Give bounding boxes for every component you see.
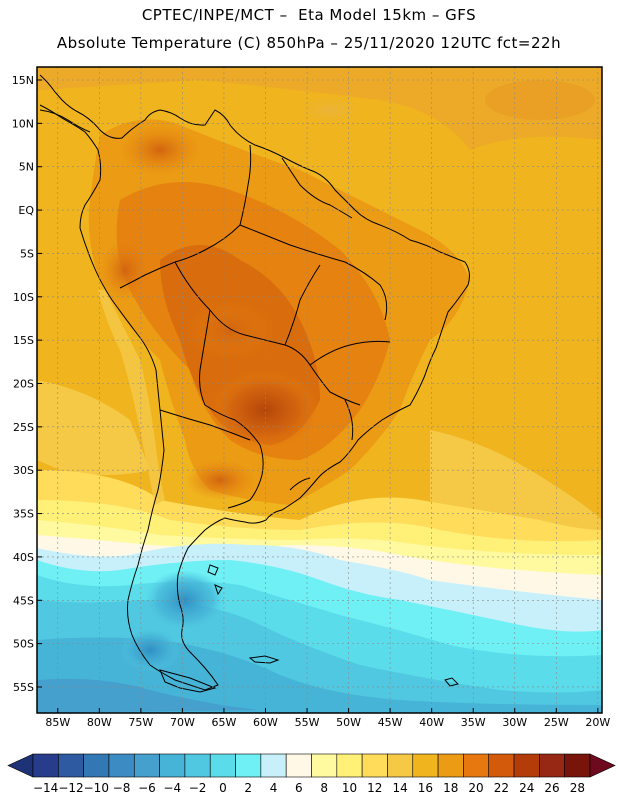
- lon-tick-label: 85W: [45, 716, 70, 729]
- colorbar-swatch: [209, 753, 236, 778]
- colorbar-label: 18: [443, 781, 458, 795]
- colorbar-label: 6: [295, 781, 303, 795]
- colorbar-swatch: [260, 753, 287, 778]
- colorbar-label: 28: [570, 781, 585, 795]
- colorbar-label: 0: [219, 781, 227, 795]
- colorbar-swatch: [184, 753, 211, 778]
- colorbar-label: 20: [468, 781, 483, 795]
- colorbar-swatch: [83, 753, 110, 778]
- colorbar-label: 26: [544, 781, 559, 795]
- colorbar-label: −4: [163, 781, 181, 795]
- lon-tick-label: 35W: [461, 716, 486, 729]
- colorbar-swatch: [437, 753, 464, 778]
- colorbar-label: 10: [342, 781, 357, 795]
- lon-tick-label: 55W: [295, 716, 320, 729]
- title-line-2: Absolute Temperature (C) 850hPa – 25/11/…: [56, 34, 562, 52]
- colorbar-label: −14: [33, 781, 58, 795]
- lat-tick-label: 40S: [13, 551, 34, 564]
- colorbar-max-arrow: [589, 753, 616, 778]
- colorbar-label: 12: [367, 781, 382, 795]
- lat-tick-label: 55S: [13, 681, 34, 694]
- colorbar-swatch: [387, 753, 414, 778]
- colorbar-swatch: [311, 753, 338, 778]
- lon-tick-label: 25W: [544, 716, 569, 729]
- lon-tick-label: 45W: [378, 716, 403, 729]
- colorbar-swatch: [361, 753, 388, 778]
- colorbar-swatch: [564, 753, 591, 778]
- temperature-colorbar: −14 −12 −10 −8 −6 −4 −2 0 2 4 6 8 10 12 14 16 18 20 22 24 26…: [7, 753, 616, 795]
- colorbar-label: 22: [494, 781, 509, 795]
- lon-tick-label: 65W: [212, 716, 237, 729]
- colorbar-swatch: [488, 753, 515, 778]
- colorbar-label: 24: [519, 781, 534, 795]
- lat-tick-label: 50S: [13, 638, 34, 651]
- lat-tick-label: EQ: [18, 204, 34, 217]
- lon-tick-label: 30W: [502, 716, 527, 729]
- colorbar-min-arrow: [7, 753, 34, 778]
- colorbar-label: −6: [138, 781, 156, 795]
- colorbar-swatch: [336, 753, 363, 778]
- colorbar-swatch: [32, 753, 59, 778]
- lat-tick-label: 25S: [13, 421, 34, 434]
- longitude-axis: 85W 80W 75W 70W 65W 60W 55W 50W 45W 40W 35W 30W 25W 2…: [45, 708, 610, 729]
- colorbar-label: −8: [113, 781, 131, 795]
- colorbar-label: −12: [58, 781, 83, 795]
- lat-tick-label: 15N: [12, 74, 34, 87]
- lon-tick-label: 60W: [253, 716, 278, 729]
- colorbar-swatch: [412, 753, 439, 778]
- map-frame: [36, 66, 603, 714]
- lat-tick-label: 5S: [20, 247, 34, 260]
- title-line-1: CPTEC/INPE/MCT – Eta Model 15km – GFS: [141, 6, 477, 24]
- colorbar-swatch: [235, 753, 262, 778]
- lat-tick-label: 10N: [12, 117, 34, 130]
- coastlines: [39, 74, 470, 693]
- lon-tick-label: 80W: [87, 716, 112, 729]
- lon-tick-label: 75W: [128, 716, 153, 729]
- colorbar-swatch: [513, 753, 540, 778]
- colorbar-label: −2: [189, 781, 207, 795]
- lat-tick-label: 20S: [13, 377, 34, 390]
- lon-tick-label: 50W: [336, 716, 361, 729]
- latitude-axis: 15N 10N 5N EQ 5S 10S 15S 20S 25S 30S 35S 40S 45S 50S 5…: [12, 74, 42, 694]
- colorbar-swatch: [108, 753, 135, 778]
- colorbar-label: 8: [320, 781, 328, 795]
- colorbar-label: 4: [270, 781, 278, 795]
- lat-tick-label: 15S: [13, 334, 34, 347]
- colorbar-swatch: [159, 753, 186, 778]
- colorbar-label: −10: [84, 781, 109, 795]
- lon-tick-label: 20W: [585, 716, 610, 729]
- lat-tick-label: 5N: [19, 161, 34, 174]
- colorbar-label: 14: [392, 781, 407, 795]
- colorbar-swatch: [58, 753, 84, 778]
- colorbar-swatch: [285, 753, 312, 778]
- colorbar-label: 16: [418, 781, 433, 795]
- colorbar-label: 2: [244, 781, 252, 795]
- lon-tick-label: 70W: [170, 716, 195, 729]
- graticule: [37, 67, 602, 713]
- lon-tick-label: 40W: [419, 716, 444, 729]
- lat-tick-label: 10S: [13, 291, 34, 304]
- lat-tick-label: 45S: [13, 594, 34, 607]
- colorbar-swatch: [539, 753, 565, 778]
- lat-tick-label: 35S: [13, 508, 34, 521]
- colorbar-swatch: [133, 753, 160, 778]
- temperature-field: [37, 67, 602, 713]
- lat-tick-label: 30S: [13, 464, 34, 477]
- colorbar-swatch: [463, 753, 490, 778]
